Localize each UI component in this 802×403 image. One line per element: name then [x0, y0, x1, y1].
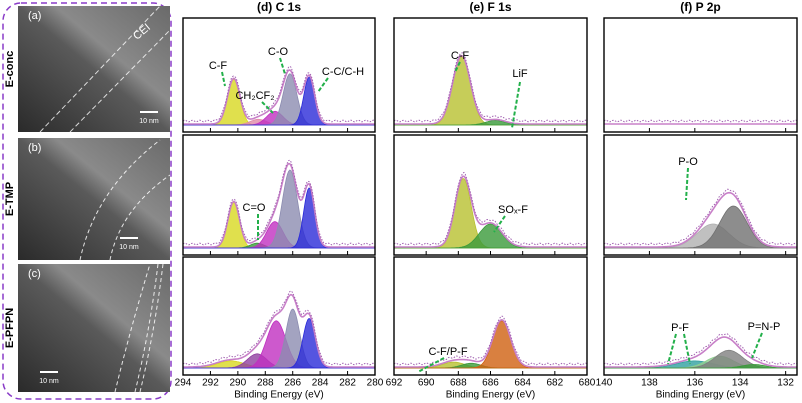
envelope: [394, 175, 587, 248]
x-tick-label: 286: [284, 378, 301, 389]
peak: [394, 119, 587, 126]
peak: [394, 56, 587, 126]
annotation: CH₂CF₂: [235, 90, 274, 102]
annotation-arrow: [261, 101, 274, 114]
peak: [183, 76, 375, 126]
x-tick-label: 684: [514, 378, 531, 389]
peak: [604, 364, 797, 369]
panel-frame: [182, 17, 376, 133]
annotation-arrow: [511, 81, 521, 129]
x-tick-label: 690: [418, 378, 435, 389]
peak: [394, 223, 587, 249]
sample-name: E-TMP: [4, 182, 16, 216]
peak: [183, 187, 375, 249]
envelope: [604, 336, 797, 368]
panel-frame: [393, 17, 588, 133]
x-tick-label: 292: [202, 378, 219, 389]
annotation: C-O: [268, 46, 289, 58]
annotation: C-C/C-H: [322, 66, 364, 78]
x-tick-label: 682: [546, 378, 563, 389]
annotation-arrow: [683, 333, 691, 365]
envelope: [183, 69, 375, 125]
raw-data: [393, 315, 588, 366]
annotation-arrow: [751, 332, 763, 359]
annotation-arrow: [221, 71, 226, 87]
annotation: C=O: [243, 202, 266, 214]
x-tick-label: 290: [230, 378, 247, 389]
panel-frame: [603, 17, 798, 133]
annotation: P=N-P: [748, 321, 781, 333]
chart-title: (d) C 1s: [257, 0, 301, 14]
annotation: C-F/P-F: [428, 346, 467, 358]
raw-data: [182, 159, 376, 246]
chart-title: (f) P 2p: [680, 0, 720, 14]
annotation: P-F: [671, 322, 689, 334]
annotation-arrow: [417, 357, 445, 373]
tem-c: (c) 10 nm E-PFPN: [4, 263, 170, 393]
annotation: SOₓ-F: [498, 204, 528, 216]
tem-b: (b) 10 nm E-TMP: [4, 138, 171, 261]
tag: (b): [28, 142, 41, 154]
tem-a: (a) CEI 10 nm E-conc: [4, 5, 171, 133]
x-tick-label: 288: [257, 378, 274, 389]
envelope: [183, 162, 375, 248]
panel-frame: [182, 256, 376, 376]
x-tick-label: 282: [339, 378, 356, 389]
x-tick-label: 686: [482, 378, 499, 389]
raw-data: [603, 333, 798, 366]
x-tick-label: 140: [596, 378, 613, 389]
panel-frame: [603, 256, 798, 376]
x-axis-label: Binding Energy (eV): [234, 390, 324, 401]
scale-label: 10 nm: [119, 244, 139, 251]
x-tick-label: 132: [777, 378, 794, 389]
x-tick-label: 680: [579, 378, 596, 389]
x-axis-label: Binding Energy (eV): [446, 390, 536, 401]
raw-data: [182, 290, 376, 366]
raw-data: [182, 65, 376, 123]
raw-data: [603, 188, 798, 246]
annotation: LiF: [512, 68, 528, 80]
sample-name: E-PFPN: [4, 308, 16, 348]
chart-title: (e) F 1s: [469, 0, 511, 14]
annotation-arrow: [279, 57, 286, 75]
x-tick-label: 294: [175, 378, 192, 389]
raw-data: [393, 171, 588, 246]
peak: [604, 205, 797, 249]
left-border: [2, 2, 172, 400]
tag: (c): [28, 268, 41, 280]
scale-label: 10 nm: [139, 118, 159, 125]
x-tick-label: 136: [686, 378, 703, 389]
tag: (a): [28, 10, 41, 22]
annotation-arrow: [454, 61, 461, 73]
envelope: [604, 191, 797, 248]
annotation-arrow: [317, 77, 329, 93]
annotation-arrow: [493, 215, 506, 233]
scale-label: 10 nm: [39, 378, 59, 385]
envelope: [183, 293, 375, 368]
envelope: [394, 54, 587, 125]
annotation: C-F: [451, 50, 470, 62]
x-tick-label: 692: [386, 378, 403, 389]
peak: [183, 318, 375, 369]
annotation: C-F: [209, 60, 228, 72]
sample-name: E-conc: [4, 51, 16, 88]
annotation-arrow: [667, 333, 677, 365]
peak: [183, 169, 375, 249]
raw-data: [603, 119, 798, 123]
x-tick-label: 134: [732, 378, 749, 389]
x-tick-label: 688: [450, 378, 467, 389]
raw-data: [393, 52, 588, 123]
x-tick-label: 284: [312, 378, 329, 389]
panel-frame: [603, 134, 798, 256]
x-axis-label: Binding Energy (eV): [656, 390, 746, 401]
panel-frame: [182, 134, 376, 256]
x-tick-label: 280: [367, 378, 384, 389]
annotation-arrow: [685, 167, 689, 201]
x-tick-label: 138: [641, 378, 658, 389]
annotation: P-O: [678, 156, 698, 168]
